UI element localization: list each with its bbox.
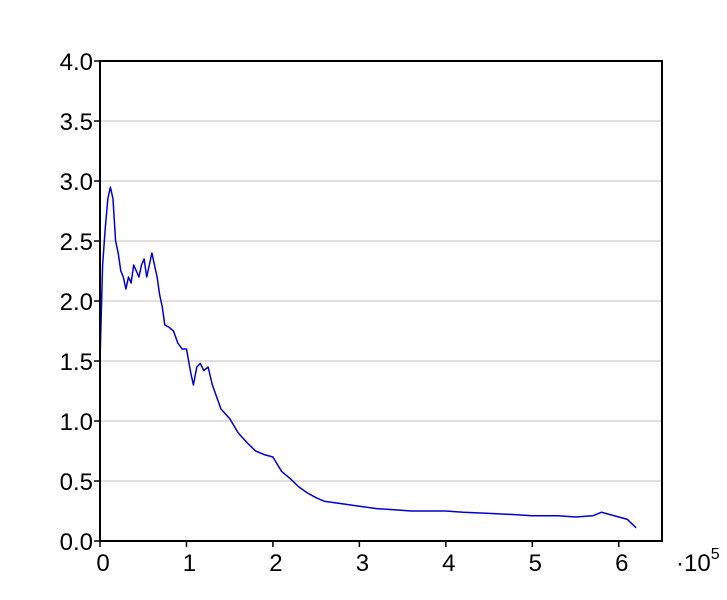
- x-tick-label: 5: [529, 550, 542, 577]
- x-axis-multiplier-exponent: 5: [711, 546, 720, 563]
- y-tick-label: 2.5: [60, 229, 93, 256]
- x-tick-label: 6: [615, 550, 628, 577]
- x-tick-label: 2: [269, 550, 282, 577]
- series-line-0: [99, 186, 637, 529]
- x-axis-multiplier-base: ·10: [676, 550, 711, 577]
- y-tick-label: 4.0: [60, 49, 93, 76]
- x-axis: 0 1 2 3 4 5 6: [96, 541, 628, 577]
- y-tick-label: 0.0: [60, 529, 93, 556]
- y-tick-label: 3.5: [60, 109, 93, 136]
- y-tick-label: 0.5: [60, 469, 93, 496]
- x-axis-multiplier: ·105: [676, 546, 720, 577]
- x-tick-label: 0: [96, 550, 109, 577]
- y-tick-label: 2.0: [60, 289, 93, 316]
- y-tick-label: 3.0: [60, 169, 93, 196]
- x-tick-label: 4: [442, 550, 455, 577]
- x-tick-label: 3: [356, 550, 369, 577]
- y-tick-label: 1.0: [60, 409, 93, 436]
- y-axis: 0.0 0.5 1.0 1.5 2.0 2.5 3.0 3.5 4.0: [60, 49, 100, 556]
- x-tick-label: 1: [183, 550, 196, 577]
- series-layer: [99, 186, 637, 529]
- y-tick-label: 1.5: [60, 349, 93, 376]
- grid-lines: [100, 120, 662, 482]
